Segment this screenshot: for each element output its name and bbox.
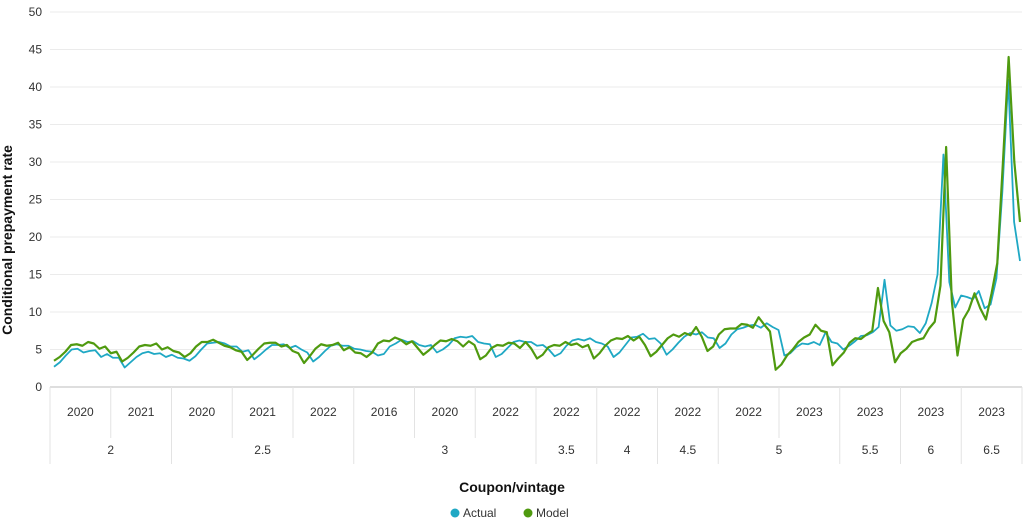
x-axis-categories: 2020 2021 2 2020 2021 2022 2.5 2016 2020 2022 3 202… bbox=[49, 387, 1023, 464]
legend: Actual Model bbox=[450, 506, 569, 520]
y-tick-label: 10 bbox=[29, 305, 43, 319]
x-vintage-label: 2023 bbox=[857, 405, 884, 419]
series-lines bbox=[53, 55, 1022, 371]
series-line-actual bbox=[53, 78, 1021, 369]
y-tick-label: 0 bbox=[35, 380, 42, 394]
y-axis-title: Conditional prepayment rate bbox=[0, 145, 15, 335]
x-coupon-label: 2.5 bbox=[254, 443, 271, 457]
x-coupon-label: 4.5 bbox=[680, 443, 697, 457]
x-axis-title: Coupon/vintage bbox=[459, 479, 565, 495]
legend-label-model: Model bbox=[536, 506, 569, 520]
y-tick-label: 25 bbox=[29, 193, 43, 207]
y-tick-label: 30 bbox=[29, 155, 43, 169]
x-coupon-label: 5 bbox=[776, 443, 783, 457]
x-vintage-label: 2022 bbox=[735, 405, 762, 419]
legend-marker-actual bbox=[450, 508, 460, 518]
y-tick-label: 40 bbox=[29, 80, 43, 94]
y-tick-label: 50 bbox=[29, 5, 43, 19]
x-vintage-label: 2020 bbox=[189, 405, 216, 419]
x-vintage-label: 2020 bbox=[432, 405, 459, 419]
x-coupon-label: 3 bbox=[442, 443, 449, 457]
y-tick-label: 5 bbox=[35, 343, 42, 357]
x-vintage-label: 2023 bbox=[796, 405, 823, 419]
y-tick-labels: 0 5 10 15 20 25 30 35 40 45 50 bbox=[29, 5, 43, 394]
x-vintage-label: 2022 bbox=[614, 405, 641, 419]
x-coupon-label: 6.5 bbox=[983, 443, 1000, 457]
y-tick-label: 35 bbox=[29, 118, 43, 132]
x-coupon-label: 6 bbox=[928, 443, 935, 457]
x-vintage-label: 2016 bbox=[371, 405, 398, 419]
x-vintage-label: 2022 bbox=[310, 405, 337, 419]
y-tick-label: 45 bbox=[29, 43, 43, 57]
x-vintage-label: 2023 bbox=[918, 405, 945, 419]
x-coupon-label: 3.5 bbox=[558, 443, 575, 457]
x-vintage-label: 2022 bbox=[492, 405, 519, 419]
x-vintage-label: 2023 bbox=[978, 405, 1005, 419]
y-tick-label: 20 bbox=[29, 230, 43, 244]
x-vintage-label: 2022 bbox=[675, 405, 702, 419]
x-vintage-label: 2021 bbox=[128, 405, 155, 419]
legend-label-actual: Actual bbox=[463, 506, 496, 520]
y-gridlines bbox=[50, 11, 1022, 388]
y-tick-label: 15 bbox=[29, 268, 43, 282]
x-vintage-label: 2021 bbox=[249, 405, 276, 419]
x-vintage-label: 2022 bbox=[553, 405, 580, 419]
x-vintage-label: 2020 bbox=[67, 405, 94, 419]
x-coupon-label: 4 bbox=[624, 443, 631, 457]
legend-marker-model bbox=[523, 508, 533, 518]
x-coupon-label: 2 bbox=[107, 443, 114, 457]
x-coupon-label: 5.5 bbox=[862, 443, 879, 457]
series-line-model bbox=[53, 55, 1022, 371]
